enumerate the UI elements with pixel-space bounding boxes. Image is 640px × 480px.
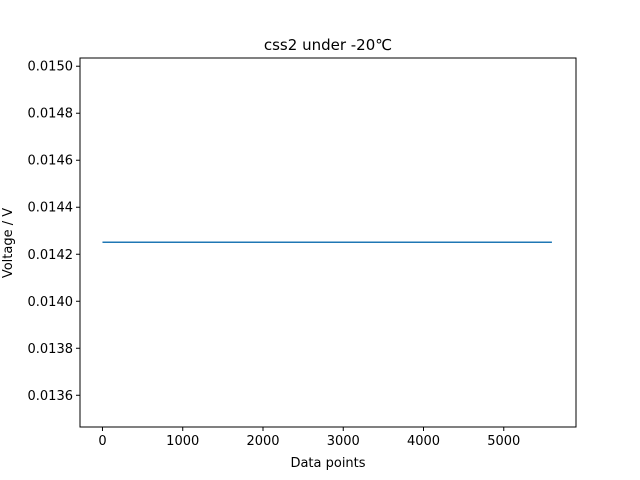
y-tick-label: 0.0144 bbox=[28, 201, 74, 216]
plot-frame bbox=[79, 57, 577, 428]
chart-title: css2 under -20℃ bbox=[264, 36, 392, 54]
y-tick-label: 0.0142 bbox=[28, 248, 74, 263]
y-axis-label: Voltage / V bbox=[1, 208, 16, 278]
y-tick-label: 0.0146 bbox=[28, 154, 74, 169]
y-tick-label: 0.0150 bbox=[28, 60, 74, 75]
x-tick-label: 4000 bbox=[407, 434, 440, 449]
y-tick-label: 0.0148 bbox=[28, 107, 74, 122]
y-tick-label: 0.0136 bbox=[28, 389, 74, 404]
x-tick-label: 2000 bbox=[246, 434, 279, 449]
x-tick-label: 0 bbox=[98, 434, 106, 449]
x-axis-label: Data points bbox=[290, 456, 365, 471]
x-tick-label: 5000 bbox=[487, 434, 520, 449]
y-tick-label: 0.0140 bbox=[28, 295, 74, 310]
y-tick-label: 0.0138 bbox=[28, 342, 74, 357]
axis-ticks: 0 1000 2000 3000 4000 5000 0.0136 0.0138 0.0140 0… bbox=[28, 60, 521, 449]
x-tick-label: 1000 bbox=[166, 434, 199, 449]
x-tick-label: 3000 bbox=[327, 434, 360, 449]
